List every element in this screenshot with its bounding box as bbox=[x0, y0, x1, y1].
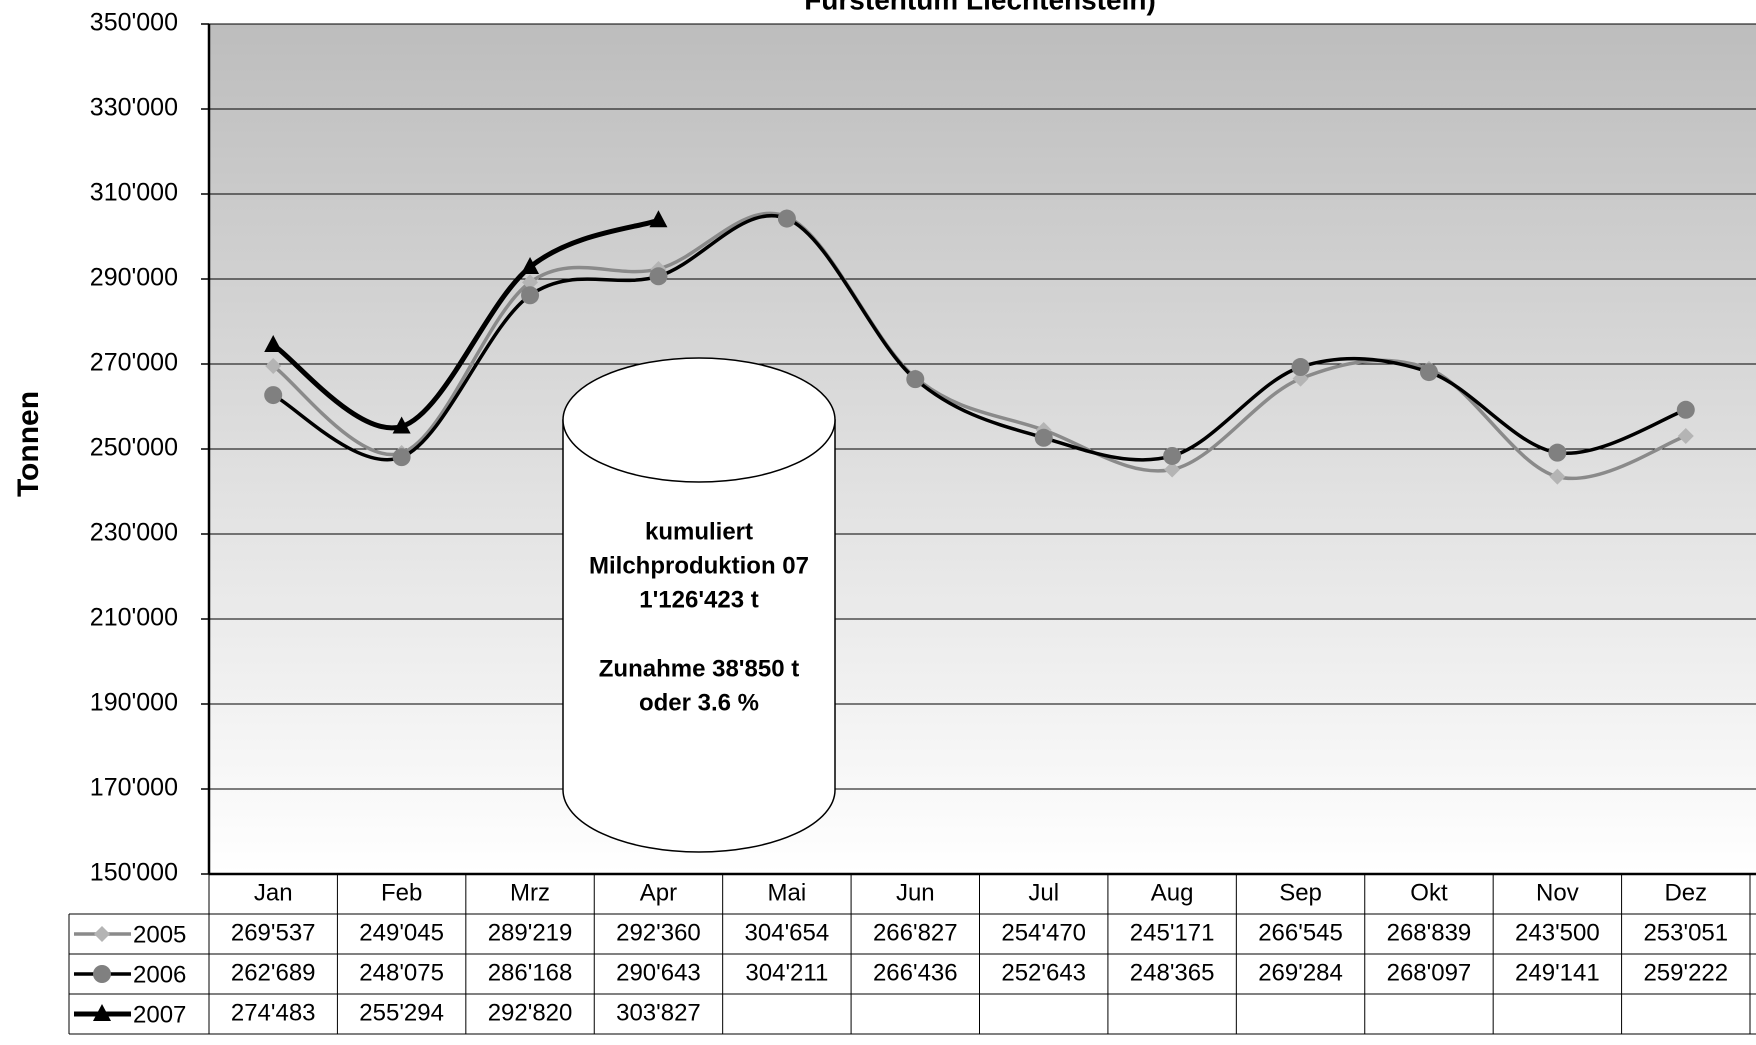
table-value: 253'051 bbox=[1643, 919, 1728, 946]
x-tick-label: Apr bbox=[640, 879, 677, 906]
table-value: 268'097 bbox=[1387, 959, 1472, 986]
annotation-cylinder bbox=[562, 357, 836, 853]
x-tick-label: Sep bbox=[1279, 879, 1322, 906]
marker bbox=[93, 965, 111, 983]
table-value: 269'537 bbox=[231, 919, 316, 946]
table-value: 290'643 bbox=[616, 959, 701, 986]
marker bbox=[649, 210, 668, 228]
table-value: 292'360 bbox=[616, 919, 701, 946]
marker bbox=[1034, 428, 1053, 447]
legend-label: 2005 bbox=[133, 921, 186, 948]
y-tick-label: 350'000 bbox=[90, 9, 178, 37]
y-tick-label: 330'000 bbox=[90, 94, 178, 122]
y-tick-label: 170'000 bbox=[90, 774, 178, 802]
table-value: 266'436 bbox=[873, 959, 958, 986]
y-axis-label: Tonnen bbox=[12, 391, 45, 497]
table-value: 303'827 bbox=[616, 999, 701, 1026]
table-value: 304'654 bbox=[745, 919, 830, 946]
table-value: 252'643 bbox=[1001, 959, 1086, 986]
table-value: 274'483 bbox=[231, 999, 316, 1026]
y-tick-label: 230'000 bbox=[90, 519, 178, 547]
table-value: 289'219 bbox=[488, 919, 573, 946]
x-tick-label: Okt bbox=[1410, 879, 1448, 906]
cylinder-top bbox=[562, 357, 836, 483]
y-tick-label: 190'000 bbox=[90, 689, 178, 717]
table-value: 243'500 bbox=[1515, 919, 1600, 946]
annotation-text: oder 3.6 % bbox=[639, 689, 759, 716]
table-value: 259'222 bbox=[1643, 959, 1728, 986]
x-tick-label: Jun bbox=[896, 879, 935, 906]
marker bbox=[777, 209, 796, 228]
y-tick-label: 290'000 bbox=[90, 264, 178, 292]
marker bbox=[93, 1004, 111, 1021]
x-tick-label: Feb bbox=[381, 879, 422, 906]
marker bbox=[521, 257, 540, 275]
marker bbox=[264, 334, 283, 352]
marker bbox=[392, 416, 411, 434]
table-value: 249'141 bbox=[1515, 959, 1600, 986]
annotation-text: Zunahme 38'850 t bbox=[599, 655, 799, 682]
legend-label: 2006 bbox=[133, 961, 186, 988]
annotation-text: 1'126'423 t bbox=[639, 586, 759, 613]
marker bbox=[264, 386, 283, 405]
marker bbox=[1676, 400, 1695, 419]
marker bbox=[1549, 468, 1566, 485]
marker bbox=[392, 448, 411, 467]
table-value: 286'168 bbox=[488, 959, 573, 986]
table-value: 266'545 bbox=[1258, 919, 1343, 946]
table-value: 292'820 bbox=[488, 999, 573, 1026]
table-value: 249'045 bbox=[359, 919, 444, 946]
x-tick-label: Aug bbox=[1151, 879, 1194, 906]
marker bbox=[1677, 428, 1694, 445]
marker bbox=[1163, 446, 1182, 465]
table-value: 266'827 bbox=[873, 919, 958, 946]
y-tick-label: 250'000 bbox=[90, 434, 178, 462]
x-tick-label: Mrz bbox=[510, 879, 550, 906]
marker bbox=[522, 274, 539, 291]
table-value: 262'689 bbox=[231, 959, 316, 986]
x-tick-label: Jan bbox=[254, 879, 293, 906]
series-line bbox=[271, 217, 660, 431]
table-value: 248'075 bbox=[359, 959, 444, 986]
table-value: 269'284 bbox=[1258, 959, 1343, 986]
marker bbox=[906, 370, 925, 389]
table-value: 245'171 bbox=[1130, 919, 1215, 946]
y-tick-label: 270'000 bbox=[90, 349, 178, 377]
x-tick-label: Nov bbox=[1536, 879, 1579, 906]
y-tick-label: 150'000 bbox=[90, 859, 178, 887]
table-value: 254'470 bbox=[1001, 919, 1086, 946]
y-tick-label: 210'000 bbox=[90, 604, 178, 632]
marker bbox=[1548, 443, 1567, 462]
table-value: 304'211 bbox=[745, 959, 828, 986]
legend-label: 2007 bbox=[133, 1001, 186, 1028]
cylinder-body bbox=[562, 419, 836, 853]
annotation-text: kumuliert bbox=[645, 518, 753, 545]
marker bbox=[1419, 363, 1438, 382]
marker bbox=[1291, 358, 1310, 377]
table-value: 248'365 bbox=[1130, 959, 1215, 986]
marker bbox=[265, 357, 282, 374]
x-tick-label: Jul bbox=[1028, 879, 1059, 906]
chart-title: Fürstentum Liechtenstein) bbox=[804, 0, 1156, 15]
x-tick-label: Dez bbox=[1664, 879, 1707, 906]
table-value: 268'839 bbox=[1387, 919, 1472, 946]
marker bbox=[94, 926, 110, 942]
annotation-text: Milchproduktion 07 bbox=[589, 552, 809, 579]
y-tick-label: 310'000 bbox=[90, 179, 178, 207]
x-tick-label: Mai bbox=[768, 879, 807, 906]
marker bbox=[521, 286, 540, 305]
marker bbox=[649, 267, 668, 286]
table-value: 255'294 bbox=[359, 999, 444, 1026]
marker bbox=[1164, 461, 1181, 478]
